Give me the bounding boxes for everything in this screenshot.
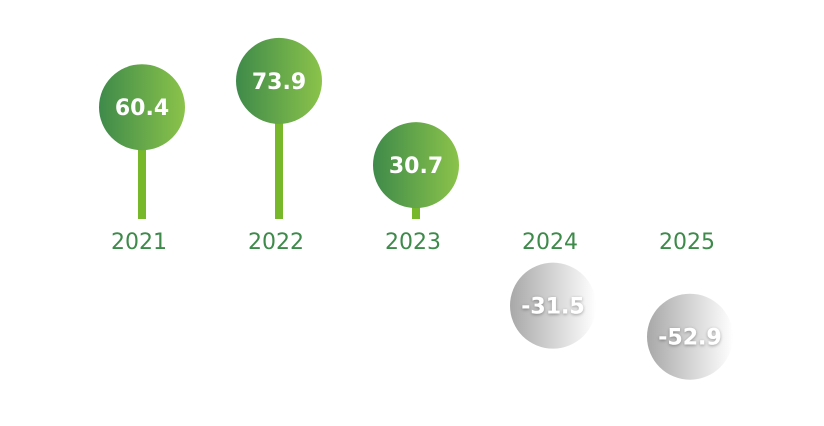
value-label: 30.7: [389, 154, 443, 179]
category-label: 2025: [659, 230, 715, 255]
category-label: 2024: [522, 230, 578, 255]
value-label: 60.4: [115, 96, 169, 121]
lollipop-stem: [138, 107, 146, 219]
lollipop-head: [510, 262, 596, 349]
value-label: 73.9: [252, 70, 306, 95]
lollipop-head: [647, 293, 733, 380]
category-label: 2022: [248, 230, 304, 255]
lollipop-head: [236, 37, 322, 124]
lollipop-stem: [275, 80, 283, 220]
value-label: -31.5: [521, 295, 584, 320]
value-label: -52.9: [658, 326, 721, 351]
lollipop-head: [373, 122, 459, 209]
category-label: 2023: [385, 230, 441, 255]
lollipop-head: [99, 64, 185, 151]
category-label: 2021: [111, 230, 167, 255]
